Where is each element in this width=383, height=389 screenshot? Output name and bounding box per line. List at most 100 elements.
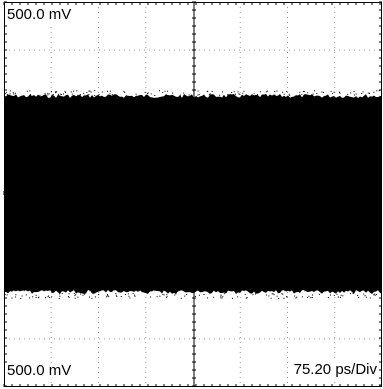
noise-speck — [164, 90, 166, 92]
noise-speck — [59, 293, 61, 295]
noise-speck — [256, 94, 258, 95]
noise-speck — [207, 297, 209, 299]
noise-speck — [376, 294, 378, 295]
noise-speck — [74, 295, 76, 297]
noise-speck — [97, 94, 99, 96]
noise-speck — [283, 93, 285, 95]
noise-speck — [89, 296, 90, 298]
noise-speck — [39, 94, 41, 96]
noise-speck — [68, 293, 70, 295]
noise-speck — [369, 297, 371, 299]
noise-speck — [111, 94, 113, 96]
noise-speck — [276, 90, 278, 92]
noise-speck — [49, 297, 51, 298]
noise-speck — [108, 296, 110, 298]
noise-speck — [231, 297, 233, 299]
noise-speck — [52, 94, 54, 95]
noise-speck — [88, 94, 90, 95]
noise-speck — [220, 295, 222, 297]
noise-speck — [358, 296, 360, 298]
noise-speck — [331, 93, 333, 95]
noise-speck — [312, 93, 314, 95]
noise-speck — [339, 92, 341, 94]
noise-speck — [61, 94, 62, 95]
noise-speck — [98, 94, 100, 96]
noise-speck — [286, 91, 288, 92]
noise-speck — [147, 93, 148, 95]
noise-speck — [167, 95, 169, 96]
noise-speck — [109, 93, 111, 95]
noise-speck — [307, 297, 308, 298]
vertical-scale-label-top: 500.0 mV — [5, 6, 74, 23]
noise-speck — [296, 296, 298, 298]
noise-speck — [219, 94, 221, 96]
noise-speck — [350, 92, 352, 94]
noise-speck — [333, 294, 335, 296]
noise-speck — [91, 297, 93, 299]
noise-speck — [89, 90, 91, 92]
noise-speck — [172, 92, 174, 94]
noise-speck — [188, 94, 190, 96]
noise-speck — [367, 92, 369, 94]
noise-speck — [194, 295, 196, 297]
noise-speck — [83, 92, 85, 94]
noise-speck — [266, 294, 268, 296]
noise-speck — [29, 90, 31, 92]
noise-speck — [61, 293, 63, 295]
noise-speck — [70, 91, 72, 93]
noise-speck — [25, 294, 27, 296]
noise-speck — [77, 296, 79, 298]
noise-speck — [253, 95, 254, 96]
noise-speck — [63, 93, 64, 95]
noise-speck — [101, 91, 103, 93]
noise-speck — [166, 293, 168, 295]
noise-speck — [144, 91, 146, 93]
noise-speck — [253, 93, 255, 95]
noise-speck — [347, 93, 349, 95]
noise-speck — [47, 296, 49, 298]
noise-speck — [13, 93, 15, 95]
noise-speck — [363, 293, 365, 295]
noise-speck — [5, 93, 7, 95]
noise-speck — [242, 92, 244, 94]
noise-speck — [115, 293, 117, 295]
noise-speck — [77, 94, 79, 96]
noise-speck — [47, 94, 49, 96]
noise-speck — [4, 293, 6, 295]
noise-speck — [364, 295, 366, 297]
noise-speck — [94, 90, 96, 92]
noise-speck — [295, 297, 297, 299]
noise-speck — [55, 92, 56, 94]
noise-speck — [107, 90, 108, 92]
noise-speck — [223, 293, 225, 295]
noise-speck — [276, 295, 278, 297]
noise-speck — [76, 90, 78, 92]
noise-speck — [67, 296, 69, 297]
noise-speck — [301, 296, 303, 298]
noise-speck — [95, 296, 96, 298]
noise-speck — [154, 95, 156, 96]
noise-speck — [265, 91, 267, 93]
noise-speck — [263, 94, 265, 96]
noise-speck — [128, 295, 130, 297]
noise-speck — [278, 297, 280, 299]
noise-speck — [184, 295, 186, 297]
noise-speck — [255, 293, 256, 295]
noise-speck — [333, 91, 335, 93]
noise-speck — [289, 94, 291, 96]
noise-speck — [307, 92, 309, 94]
noise-speck — [29, 297, 31, 299]
noise-speck — [135, 93, 137, 95]
noise-speck — [65, 92, 66, 94]
noise-speck — [159, 295, 161, 297]
vertical-scale-label-bottom: 500.0 mV — [5, 362, 74, 379]
noise-speck — [44, 92, 46, 94]
noise-speck — [179, 94, 181, 96]
noise-speck — [159, 90, 160, 92]
noise-speck — [365, 296, 367, 298]
noise-speck — [272, 293, 274, 295]
noise-speck — [316, 92, 318, 94]
noise-speck — [322, 92, 324, 93]
noise-speck — [166, 296, 168, 298]
noise-speck — [11, 297, 13, 299]
